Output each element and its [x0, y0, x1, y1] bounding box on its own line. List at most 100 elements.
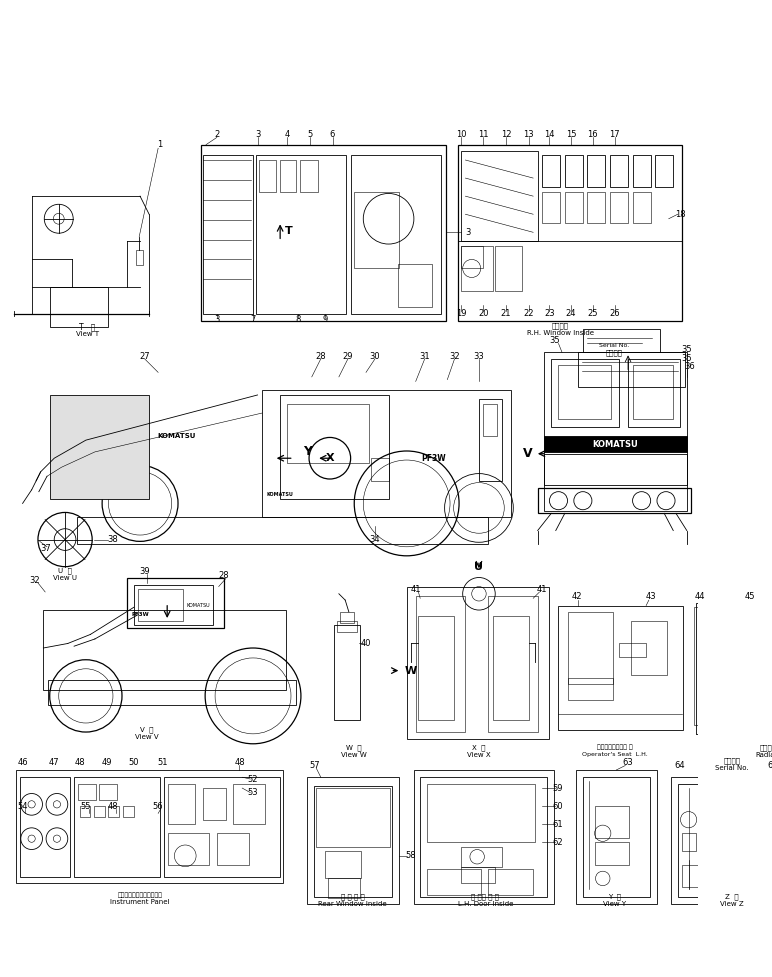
Text: U: U	[475, 562, 483, 572]
Bar	[544, 436, 687, 452]
Text: Y: Y	[303, 446, 312, 458]
Text: 11: 11	[478, 130, 489, 139]
Bar	[544, 353, 687, 511]
Bar	[700, 706, 772, 727]
Text: 32: 32	[449, 352, 460, 361]
Bar	[414, 770, 554, 904]
Bar	[542, 191, 560, 224]
Bar	[217, 833, 249, 865]
Text: X  視: X 視	[472, 744, 486, 750]
Text: KOMATSU: KOMATSU	[157, 433, 195, 439]
Text: 62: 62	[552, 838, 563, 847]
Bar	[340, 612, 354, 622]
Bar	[43, 610, 286, 690]
Bar	[537, 488, 691, 513]
Bar	[16, 770, 283, 883]
Text: 48: 48	[234, 758, 245, 767]
Bar	[108, 806, 120, 817]
Bar	[461, 867, 495, 883]
Bar	[488, 597, 537, 732]
Bar	[488, 870, 533, 895]
Text: V  視: V 視	[140, 726, 153, 733]
Bar	[49, 286, 108, 327]
Text: 13: 13	[523, 130, 534, 139]
Text: U  視: U 視	[58, 568, 72, 574]
Bar	[78, 784, 96, 800]
Bar	[418, 616, 454, 720]
Bar	[233, 784, 265, 825]
Text: 3: 3	[466, 228, 471, 236]
Text: 29: 29	[343, 352, 353, 361]
Text: T: T	[286, 227, 293, 236]
Text: 17: 17	[609, 130, 620, 139]
Bar	[610, 191, 628, 224]
Bar	[762, 778, 772, 904]
Text: Rear Window Inside: Rear Window Inside	[318, 901, 387, 907]
Bar	[594, 842, 629, 865]
Bar	[328, 878, 360, 898]
Bar	[371, 458, 388, 481]
Text: 10: 10	[455, 130, 466, 139]
Text: View Z: View Z	[720, 901, 744, 907]
Bar	[314, 786, 392, 897]
Bar	[256, 155, 346, 314]
Bar	[631, 621, 667, 675]
Bar	[415, 597, 466, 732]
Bar	[164, 778, 280, 876]
Text: 24: 24	[566, 309, 577, 319]
Bar	[48, 680, 296, 705]
Text: 48: 48	[107, 802, 118, 811]
Bar	[619, 644, 646, 658]
Bar	[587, 191, 605, 224]
Text: 35: 35	[682, 355, 692, 363]
Text: 19: 19	[455, 309, 466, 319]
Text: T   視: T 視	[80, 322, 96, 332]
Text: Serial No.: Serial No.	[715, 765, 749, 771]
Bar	[682, 833, 696, 851]
Text: 41: 41	[411, 585, 421, 594]
Text: X: X	[326, 453, 334, 463]
Bar	[461, 246, 493, 291]
Bar	[461, 847, 502, 867]
Bar	[461, 151, 537, 241]
Bar	[567, 678, 613, 701]
Bar	[583, 778, 650, 897]
Text: 37: 37	[40, 544, 50, 553]
Bar	[80, 806, 90, 817]
Text: PF3W: PF3W	[131, 612, 149, 617]
Bar	[628, 359, 680, 427]
Text: 34: 34	[370, 535, 381, 544]
Text: Operator's Seat  L.H.: Operator's Seat L.H.	[581, 752, 648, 757]
Text: 58: 58	[406, 851, 416, 861]
Text: Instrument Panel: Instrument Panel	[110, 899, 170, 905]
Bar	[458, 145, 682, 320]
Text: オペレータシート 左: オペレータシート 左	[597, 744, 632, 750]
Text: 61: 61	[552, 820, 563, 828]
Text: 59: 59	[552, 784, 563, 792]
Text: 52: 52	[248, 775, 259, 784]
Text: View Y: View Y	[603, 901, 626, 907]
Text: W: W	[405, 665, 418, 675]
Text: 60: 60	[552, 802, 563, 811]
Bar	[123, 806, 134, 817]
Bar	[696, 603, 772, 734]
Bar	[694, 608, 705, 725]
Text: Z  視: Z 視	[725, 893, 739, 900]
Bar	[632, 365, 673, 419]
Text: 4: 4	[285, 130, 290, 139]
Text: 9: 9	[323, 316, 328, 324]
Text: 14: 14	[544, 130, 555, 139]
Text: 3: 3	[255, 130, 260, 139]
Bar	[20, 778, 69, 876]
Text: 44: 44	[695, 592, 706, 601]
Bar	[134, 585, 213, 625]
Bar	[483, 404, 497, 436]
Text: Y  視: Y 視	[608, 893, 621, 900]
Text: 15: 15	[566, 130, 577, 139]
Text: 32: 32	[29, 575, 39, 584]
Bar	[558, 606, 683, 730]
Bar	[398, 264, 432, 308]
Bar	[317, 788, 391, 847]
Text: 33: 33	[473, 352, 484, 361]
Bar	[594, 806, 629, 837]
